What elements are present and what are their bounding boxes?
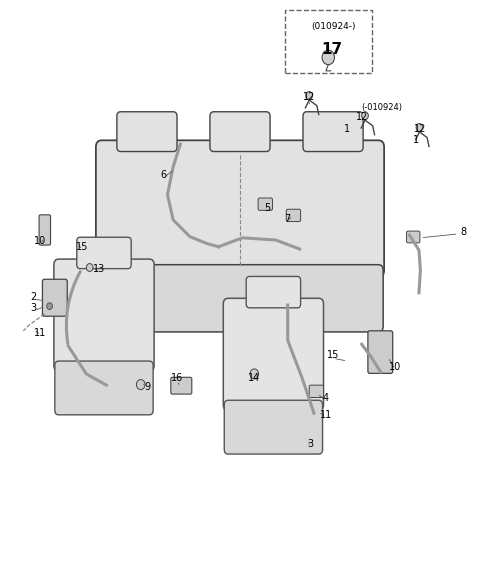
Circle shape — [362, 111, 368, 119]
Text: 15: 15 — [327, 350, 339, 360]
FancyBboxPatch shape — [210, 111, 270, 151]
Text: 12: 12 — [303, 92, 315, 102]
Text: 13: 13 — [93, 264, 105, 274]
FancyBboxPatch shape — [309, 385, 324, 397]
Text: 11: 11 — [35, 328, 47, 338]
Circle shape — [47, 303, 52, 310]
Text: 15: 15 — [76, 242, 89, 252]
FancyBboxPatch shape — [171, 377, 192, 394]
Text: 12: 12 — [356, 113, 368, 122]
Text: 6: 6 — [161, 170, 167, 180]
FancyBboxPatch shape — [54, 259, 154, 371]
Text: 4: 4 — [323, 393, 329, 403]
Circle shape — [86, 263, 93, 271]
FancyBboxPatch shape — [96, 140, 384, 277]
Text: 17: 17 — [322, 42, 343, 56]
FancyBboxPatch shape — [246, 276, 300, 308]
FancyBboxPatch shape — [42, 279, 67, 316]
Text: 16: 16 — [171, 373, 183, 383]
Circle shape — [136, 379, 145, 390]
Text: 14: 14 — [248, 373, 261, 383]
FancyBboxPatch shape — [368, 331, 393, 373]
FancyBboxPatch shape — [55, 361, 153, 415]
Text: 5: 5 — [264, 203, 271, 213]
Text: 10: 10 — [389, 361, 401, 372]
Text: 1: 1 — [344, 123, 350, 133]
FancyBboxPatch shape — [39, 215, 50, 245]
Circle shape — [306, 92, 312, 100]
Text: (010924-): (010924-) — [311, 22, 355, 31]
Circle shape — [250, 369, 259, 379]
FancyBboxPatch shape — [117, 111, 177, 151]
Text: 8: 8 — [460, 227, 467, 237]
Text: 2: 2 — [31, 292, 37, 302]
FancyBboxPatch shape — [407, 231, 420, 243]
FancyBboxPatch shape — [223, 298, 324, 410]
Text: 3: 3 — [308, 439, 314, 449]
Text: 3: 3 — [31, 303, 37, 314]
Text: 10: 10 — [35, 236, 47, 246]
FancyBboxPatch shape — [77, 237, 131, 269]
Circle shape — [416, 123, 423, 131]
FancyBboxPatch shape — [286, 209, 300, 222]
Circle shape — [322, 50, 335, 65]
Text: 9: 9 — [144, 382, 150, 392]
Text: 1: 1 — [412, 135, 419, 145]
FancyBboxPatch shape — [224, 400, 323, 454]
Text: 7: 7 — [285, 214, 291, 224]
Text: (-010924): (-010924) — [362, 104, 403, 113]
Text: 11: 11 — [320, 410, 332, 420]
FancyBboxPatch shape — [97, 265, 383, 332]
FancyBboxPatch shape — [303, 111, 363, 151]
Text: 12: 12 — [414, 123, 427, 133]
FancyBboxPatch shape — [258, 198, 273, 211]
